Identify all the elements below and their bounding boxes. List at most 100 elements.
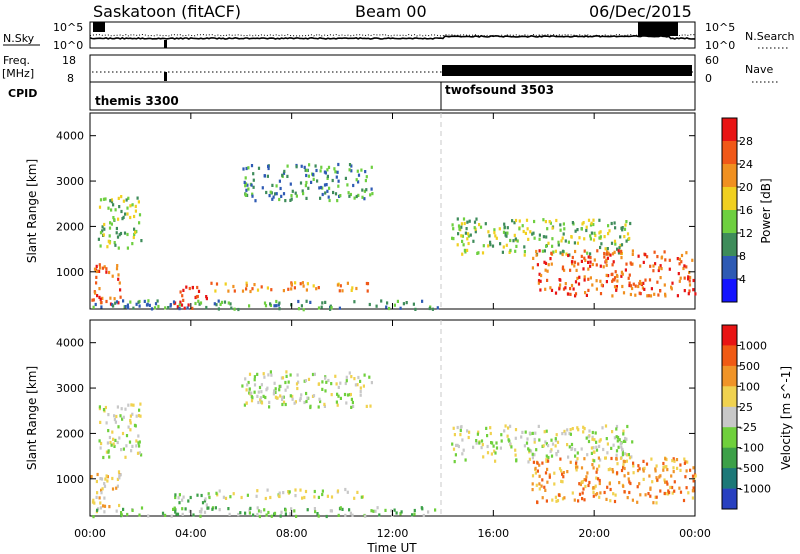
data-cell (592, 450, 595, 454)
data-cell (592, 490, 595, 494)
data-cell (587, 439, 591, 444)
data-cell (246, 193, 249, 197)
data-cell (599, 458, 602, 462)
data-cell (136, 196, 139, 200)
data-cell (244, 193, 248, 197)
data-cell (103, 222, 106, 227)
data-cell (428, 306, 431, 311)
data-cell (196, 285, 199, 290)
data-cell (300, 393, 303, 397)
data-cell (344, 513, 347, 517)
data-cell (110, 200, 114, 204)
data-cell (332, 190, 335, 195)
data-cell (534, 431, 537, 435)
data-cell (294, 488, 297, 492)
data-cell (587, 260, 590, 264)
data-cell (98, 269, 101, 273)
data-cell (95, 275, 98, 279)
data-cell (252, 185, 255, 189)
data-cell (174, 493, 177, 497)
data-cell (105, 270, 108, 274)
data-cell (388, 306, 391, 311)
data-cell (353, 377, 356, 381)
data-cell (278, 384, 281, 388)
data-cell (583, 237, 586, 241)
data-cell (119, 414, 122, 418)
data-cell (114, 420, 117, 424)
data-cell (592, 446, 595, 450)
data-cell (281, 397, 284, 401)
data-cell (583, 256, 586, 260)
data-cell (257, 400, 260, 405)
data-cell (137, 441, 140, 445)
data-cell (339, 284, 342, 288)
data-cell (224, 496, 228, 500)
data-cell (137, 300, 140, 304)
data-cell (296, 373, 299, 377)
data-cell (576, 465, 579, 469)
data-cell (138, 444, 141, 448)
x-tick-label: 04:00 (175, 527, 207, 540)
data-cell (272, 195, 275, 199)
data-cell (305, 391, 308, 396)
data-cell (104, 197, 107, 201)
data-cell (545, 499, 548, 503)
data-cell (593, 258, 596, 262)
data-cell (620, 226, 623, 230)
data-cell (197, 289, 201, 293)
noise-left-tick-top: 10^5 (53, 21, 83, 34)
data-cell (571, 446, 574, 451)
data-cell (120, 448, 123, 452)
data-cell (120, 407, 123, 411)
data-cell (265, 190, 268, 195)
data-cell (110, 198, 113, 202)
data-cell (570, 283, 574, 288)
data-cell (116, 264, 119, 268)
data-cell (629, 284, 633, 288)
data-cell (99, 501, 102, 505)
data-cell (590, 451, 593, 455)
data-cell (615, 287, 618, 291)
data-cell (544, 471, 548, 475)
data-cell (174, 301, 177, 305)
data-cell (479, 225, 483, 229)
data-cell (664, 258, 667, 262)
data-cell (266, 174, 269, 178)
data-cell (284, 402, 287, 407)
data-cell (181, 294, 184, 298)
data-cell (560, 239, 563, 243)
data-cell (98, 205, 102, 209)
data-cell (323, 170, 326, 174)
data-cell (460, 234, 463, 238)
data-cell (629, 221, 632, 226)
data-cell (294, 494, 297, 498)
data-cell (307, 174, 310, 178)
data-cell (200, 510, 203, 514)
data-cell (319, 196, 322, 200)
data-cell (176, 305, 179, 309)
data-cell (547, 444, 550, 448)
data-cell (274, 395, 277, 399)
data-cell (659, 289, 662, 293)
data-cell (264, 395, 267, 400)
data-cell (251, 194, 254, 198)
data-cell (127, 306, 130, 310)
data-cell (357, 173, 361, 177)
data-cell (599, 264, 602, 268)
data-cell (327, 378, 330, 383)
data-cell (95, 479, 98, 484)
data-cell (571, 255, 574, 260)
data-cell (312, 177, 315, 181)
data-cell (616, 279, 619, 283)
data-cell (489, 426, 492, 430)
data-cell (154, 302, 158, 306)
data-cell (540, 484, 543, 488)
data-cell (654, 262, 657, 266)
data-cell (117, 196, 120, 200)
data-cell (625, 437, 628, 441)
data-cell (547, 459, 550, 463)
data-cell (205, 305, 208, 310)
data-cell (273, 381, 276, 385)
data-cell (564, 239, 567, 243)
data-cell (260, 390, 263, 394)
